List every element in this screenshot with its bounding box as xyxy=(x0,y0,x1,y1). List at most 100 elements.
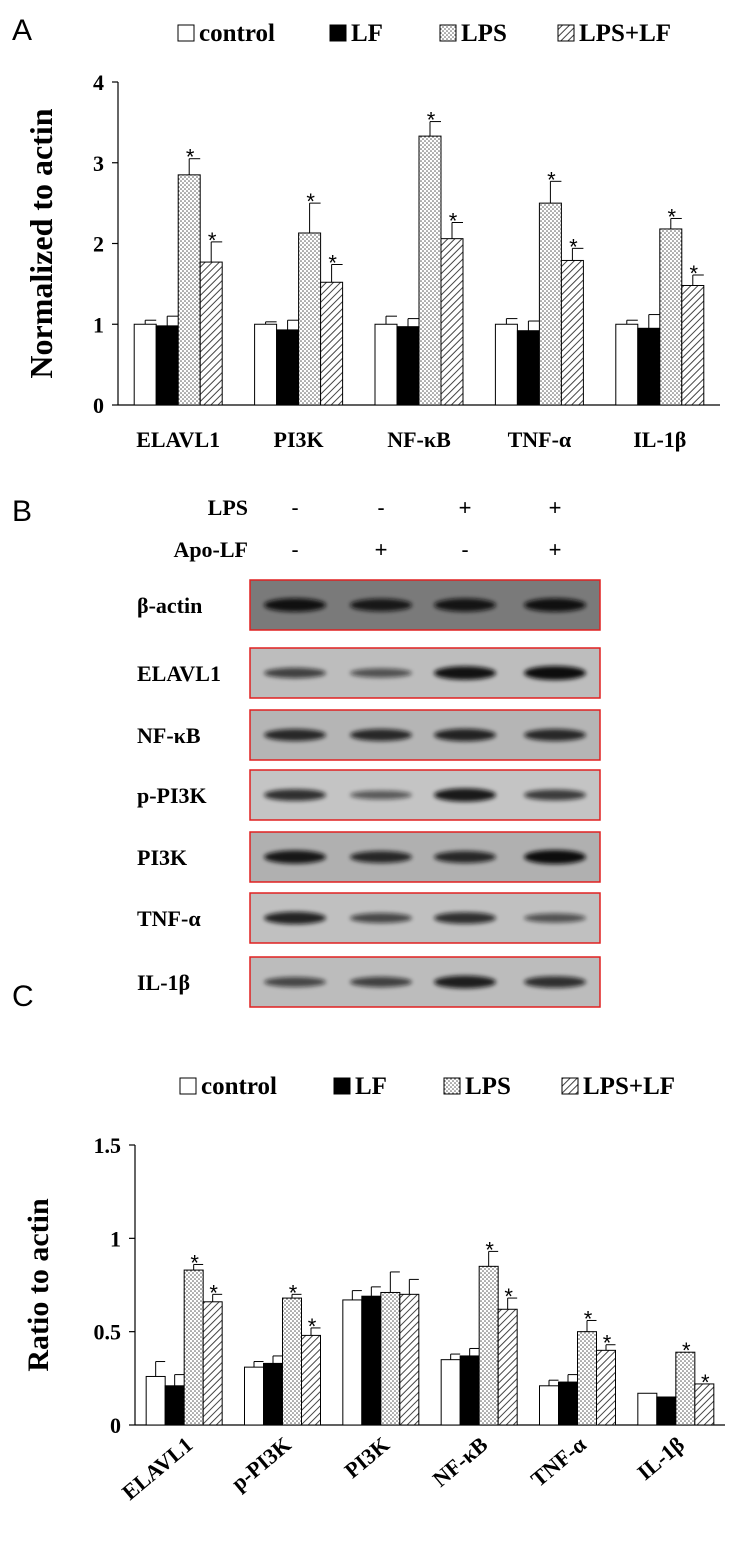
blot-band xyxy=(434,598,496,612)
y-tick-label: 1 xyxy=(110,1226,121,1251)
significance-mark: * xyxy=(504,1284,513,1309)
bar-lps-lf-il-1b xyxy=(681,284,705,406)
blot-band xyxy=(350,913,412,923)
bar-lps-lf-elavl1 xyxy=(199,261,223,406)
y-axis-label: Normalized to actin xyxy=(23,108,59,378)
significance-mark: * xyxy=(603,1331,612,1356)
legend-swatch-lps xyxy=(443,1077,461,1095)
blot-band xyxy=(264,789,326,801)
bar-lps-elavl1 xyxy=(177,174,201,406)
y-axis-label: Ratio to actin xyxy=(22,1198,55,1372)
legend-label-lps-lf: LPS+LF xyxy=(579,20,671,47)
panel-letter-b: B xyxy=(12,495,32,528)
significance-mark: * xyxy=(690,261,699,286)
bar-control-p-pi3k xyxy=(244,1366,264,1426)
bar-lf-pi3k xyxy=(361,1295,382,1426)
significance-mark: * xyxy=(186,145,195,170)
condition-sign: - xyxy=(291,537,298,562)
blot-band xyxy=(524,913,586,923)
bar-control-elavl1 xyxy=(145,1375,166,1426)
blot-band xyxy=(264,850,326,864)
y-tick-label: 2 xyxy=(93,232,104,257)
blot-band xyxy=(434,666,496,680)
bar-lf-p-pi3k xyxy=(263,1362,283,1426)
category-label-pi3k: PI3K xyxy=(340,1432,394,1483)
significance-mark: * xyxy=(569,234,578,259)
y-tick-label: 0 xyxy=(110,1413,121,1438)
significance-mark: * xyxy=(209,1280,218,1305)
chart-a: control LF LPS LPS+LF 0 1 2 3 4 Normalized to act… xyxy=(23,20,720,452)
bar-lps-lf-il-1b xyxy=(694,1383,715,1426)
chart-c: control LF LPS LPS+LF 0 0.5 1 1.5 Ratio to actin… xyxy=(22,1073,725,1505)
bar-lf-elavl1 xyxy=(155,325,179,406)
legend-label-control: control xyxy=(201,1073,277,1100)
legend-swatch-lps xyxy=(439,24,457,42)
significance-mark: * xyxy=(584,1306,593,1331)
legend-swatch-lf xyxy=(333,1077,351,1095)
legend-label-lps: LPS xyxy=(461,20,507,47)
category-label-tnf-a: TNF-α xyxy=(526,1431,591,1491)
bar-lps-lf-tnf-a xyxy=(560,259,584,406)
blot-band xyxy=(434,851,496,863)
legend-label-lf: LF xyxy=(355,1073,387,1100)
condition-label-lps: LPS xyxy=(208,495,248,520)
bar-control-tnf-a xyxy=(539,1385,559,1426)
significance-mark: * xyxy=(668,204,677,229)
blot-band xyxy=(524,666,586,680)
bar-lps-lf-elavl1 xyxy=(202,1301,223,1426)
blot-band xyxy=(434,912,496,924)
category-label-il-1b: IL-1β xyxy=(632,1432,689,1485)
y-tick-label: 1 xyxy=(93,312,104,337)
panel-letter-c: C xyxy=(12,980,34,1013)
bar-lf-nf-kb xyxy=(459,1355,480,1426)
bar-lps-lf-pi3k xyxy=(320,281,344,406)
blot-band xyxy=(524,789,586,801)
bar-control-tnf-a xyxy=(494,323,518,406)
category-label-il-1b: IL-1β xyxy=(633,427,686,452)
blot-band xyxy=(434,788,496,802)
blot-band xyxy=(350,729,412,741)
category-label-nf-kb: NF-κB xyxy=(428,1431,493,1491)
blot-label-nf-kb: NF-κB xyxy=(137,723,201,748)
significance-mark: * xyxy=(449,209,458,234)
blot-band xyxy=(264,977,326,987)
condition-sign: + xyxy=(549,537,562,562)
condition-sign: + xyxy=(375,537,388,562)
bar-control-il-1b xyxy=(615,323,639,406)
blot-label-b-actin: β-actin xyxy=(137,593,202,618)
legend-swatch-control xyxy=(179,1077,197,1095)
bar-control-elavl1 xyxy=(133,323,157,406)
blot-band xyxy=(524,976,586,988)
bar-lps-tnf-a xyxy=(577,1331,597,1426)
condition-sign: - xyxy=(377,495,384,520)
blot-label-il-1b: IL-1β xyxy=(137,970,190,995)
blot-band xyxy=(524,850,586,864)
significance-mark: * xyxy=(208,228,217,253)
bar-control-pi3k xyxy=(254,323,278,406)
legend-label-lps-lf: LPS+LF xyxy=(583,1073,675,1100)
blot-band xyxy=(350,976,412,988)
bar-lps-lf-tnf-a xyxy=(596,1349,616,1426)
bar-lf-pi3k xyxy=(276,329,300,406)
western-blot: LPS - - + + Apo-LF - + - + β-actin ELAVL1 NF-κB p-PI3… xyxy=(137,495,601,1008)
y-tick-label: 3 xyxy=(93,151,104,176)
blot-band xyxy=(264,598,326,612)
category-label-elavl1: ELAVL1 xyxy=(136,427,220,452)
bar-lps-lf-p-pi3k xyxy=(301,1334,321,1426)
bar-control-pi3k xyxy=(342,1299,363,1426)
bar-lps-lf-nf-kb xyxy=(497,1308,518,1426)
bar-lf-elavl1 xyxy=(164,1385,185,1426)
blot-label-elavl1: ELAVL1 xyxy=(137,661,221,686)
legend-swatch-lf xyxy=(329,24,347,42)
significance-mark: * xyxy=(427,108,436,133)
condition-sign: - xyxy=(291,495,298,520)
legend-label-lf: LF xyxy=(351,20,383,47)
bar-lps-elavl1 xyxy=(183,1269,204,1426)
legend-swatch-control xyxy=(177,24,195,42)
significance-mark: * xyxy=(701,1370,710,1395)
significance-mark: * xyxy=(308,1314,317,1339)
blot-label-p-pi3k: p-PI3K xyxy=(137,783,207,808)
category-label-p-pi3k: p-PI3K xyxy=(226,1432,295,1496)
blot-band xyxy=(524,598,586,612)
